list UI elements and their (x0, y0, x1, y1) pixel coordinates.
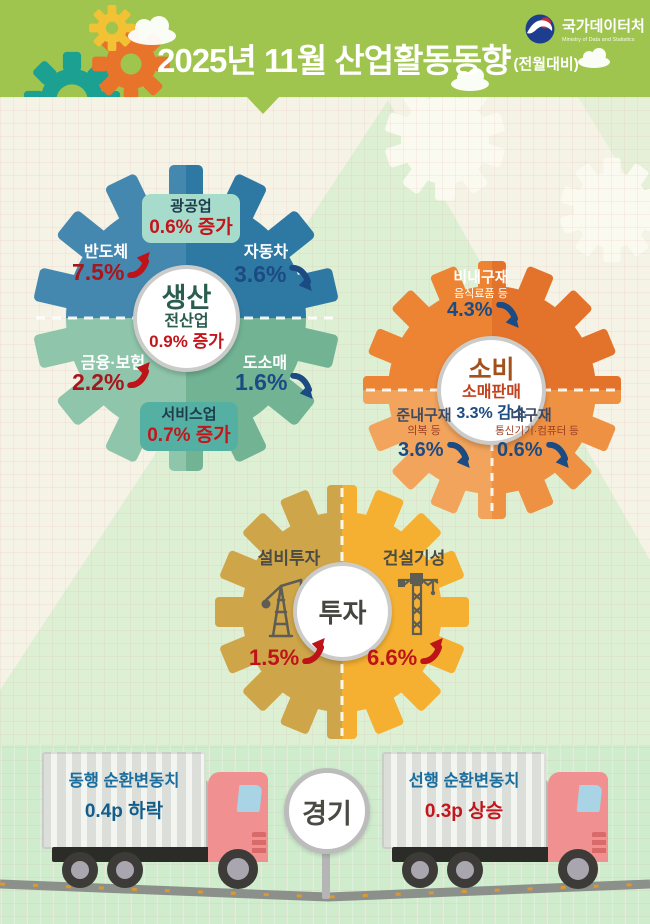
truck-leading: 선행 순환변동치 0.3p 상승 (382, 752, 612, 900)
wholesale-value-row: 1.6% (235, 371, 316, 399)
economy-sign-label: 경기 (302, 798, 352, 829)
semiconductor-value: 7.5% (72, 259, 125, 285)
truck-cab (208, 772, 268, 862)
truck-wheel (402, 852, 438, 888)
coincident-label: 동행 순환변동치 (68, 772, 180, 790)
curved-arrow-up-icon (127, 362, 153, 388)
wholesale-label: 도소매 (242, 355, 288, 372)
title-text: 2025년 11월 산업활동동향 (157, 42, 512, 79)
production-value: 0.9% 증가 (149, 332, 224, 352)
truck-grille (592, 832, 606, 856)
leading-label: 선행 순환변동치 (408, 772, 520, 790)
curved-arrow-down-icon (289, 265, 315, 291)
truck-wheel (558, 849, 598, 889)
truck-wheel (218, 849, 258, 889)
finance-value: 2.2% (72, 369, 125, 395)
tower-crane-icon (397, 573, 439, 636)
production-center-circle: 생산 전산업 0.9% 증가 (133, 265, 240, 372)
truck-window (236, 785, 263, 812)
nondurables-sublabel: 음식료품 등 (454, 288, 508, 300)
header-pointer-triangle (247, 97, 279, 114)
curved-arrow-down-icon (290, 373, 316, 399)
curved-arrow-down-icon (546, 442, 572, 468)
automobile-value: 3.6% (234, 261, 287, 287)
services-indicator-box: 서비스업 0.7% 증가 (140, 402, 238, 452)
durables-value-row: 0.6% (497, 440, 572, 468)
services-value: 0.7% 증가 (147, 424, 231, 446)
consumption-subtitle: 소매판매 (462, 384, 521, 402)
semiconductor-value-row: 7.5% (72, 261, 153, 284)
curved-arrow-up-icon (302, 638, 328, 664)
truck-wheel (447, 852, 483, 888)
durables-value: 0.6% (497, 439, 543, 461)
finance-value-row: 2.2% (72, 371, 153, 394)
header-decor (23, 5, 610, 97)
nondurables-label: 비내구재 (453, 269, 509, 286)
semidurables-label: 준내구재 (396, 407, 452, 424)
cloud-icon (451, 68, 489, 91)
truck-wheel (107, 852, 143, 888)
curved-arrow-down-icon (447, 442, 473, 468)
mining-value: 0.6% 증가 (149, 216, 233, 238)
truck-cab (548, 772, 608, 862)
mining-indicator-box: 광공업 0.6% 증가 (142, 194, 240, 244)
teal-gear-icon (23, 51, 121, 97)
agency-name: 국가데이터처 (562, 18, 645, 35)
consumption-value: 3.3% 감소 (456, 405, 527, 423)
production-title: 생산 (161, 283, 212, 314)
orange-gear-icon (92, 25, 170, 97)
durables-label: 내구재 (510, 407, 552, 424)
equipment-label: 설비투자 (257, 549, 321, 568)
nondurables-value: 4.3% (447, 299, 493, 321)
services-label: 서비스업 (161, 406, 217, 423)
curved-arrow-down-icon (496, 302, 522, 328)
durables-sublabel: 통신기기·컴퓨터 등 (495, 425, 579, 437)
truck-cargo-box: 동행 순환변동치 0.4p 하락 (42, 752, 206, 849)
finance-label: 금융·보험 (80, 355, 146, 372)
semiconductor-label: 반도체 (83, 244, 129, 261)
sign-pole (322, 850, 330, 899)
production-subtitle: 전산업 (164, 313, 209, 331)
cloud-icon (128, 16, 176, 45)
truck-coincident: 동행 순환변동치 0.4p 하락 (42, 752, 272, 900)
header: 2025년 11월 산업활동동향 (전월대비) 국가데이터처 Ministry … (0, 0, 650, 97)
consumption-center-circle: 소비 소매판매 3.3% 감소 (437, 336, 546, 445)
automobile-label: 자동차 (243, 244, 289, 261)
truck-wheel (62, 852, 98, 888)
construction-value-row: 6.6% (367, 647, 446, 669)
truck-cargo-box: 선행 순환변동치 0.3p 상승 (382, 752, 546, 849)
investment-title: 투자 (318, 598, 367, 628)
curved-arrow-up-icon (420, 638, 446, 664)
semidurables-sublabel: 의복 등 (407, 425, 441, 437)
agency-name-en: Ministry of Data and Statistics (562, 37, 635, 43)
investment-center-circle: 투자 (293, 562, 392, 661)
curved-arrow-up-icon (127, 252, 153, 278)
taegeuk-emblem-icon (525, 14, 555, 44)
semidurables-value-row: 3.6% (398, 440, 473, 468)
consumption-title: 소비 (468, 355, 515, 384)
truck-window (576, 785, 603, 812)
semidurables-value: 3.6% (398, 439, 444, 461)
mining-label: 광공업 (170, 198, 212, 215)
mountain-shape (0, 100, 650, 745)
automobile-value-row: 3.6% (234, 263, 315, 291)
nondurables-value-row: 4.3% (447, 300, 522, 328)
agency-logo: 국가데이터처 Ministry of Data and Statistics (524, 13, 645, 45)
page-title: 2025년 11월 산업활동동향 (전월대비) (157, 44, 579, 77)
economy-road-sign: 경기 (284, 768, 370, 854)
wholesale-value: 1.6% (235, 369, 288, 395)
coincident-value: 0.4p 하락 (84, 801, 164, 822)
equipment-value: 1.5% (249, 645, 300, 670)
yellow-gear-icon (89, 5, 135, 51)
equipment-value-row: 1.5% (249, 647, 328, 669)
construction-label: 건설기성 (382, 549, 446, 568)
construction-value: 6.6% (367, 645, 418, 670)
title-suffix: (전월대비) (513, 56, 579, 73)
leading-value: 0.3p 상승 (424, 801, 504, 822)
cloud-icon (578, 48, 610, 68)
truck-grille (252, 832, 266, 856)
